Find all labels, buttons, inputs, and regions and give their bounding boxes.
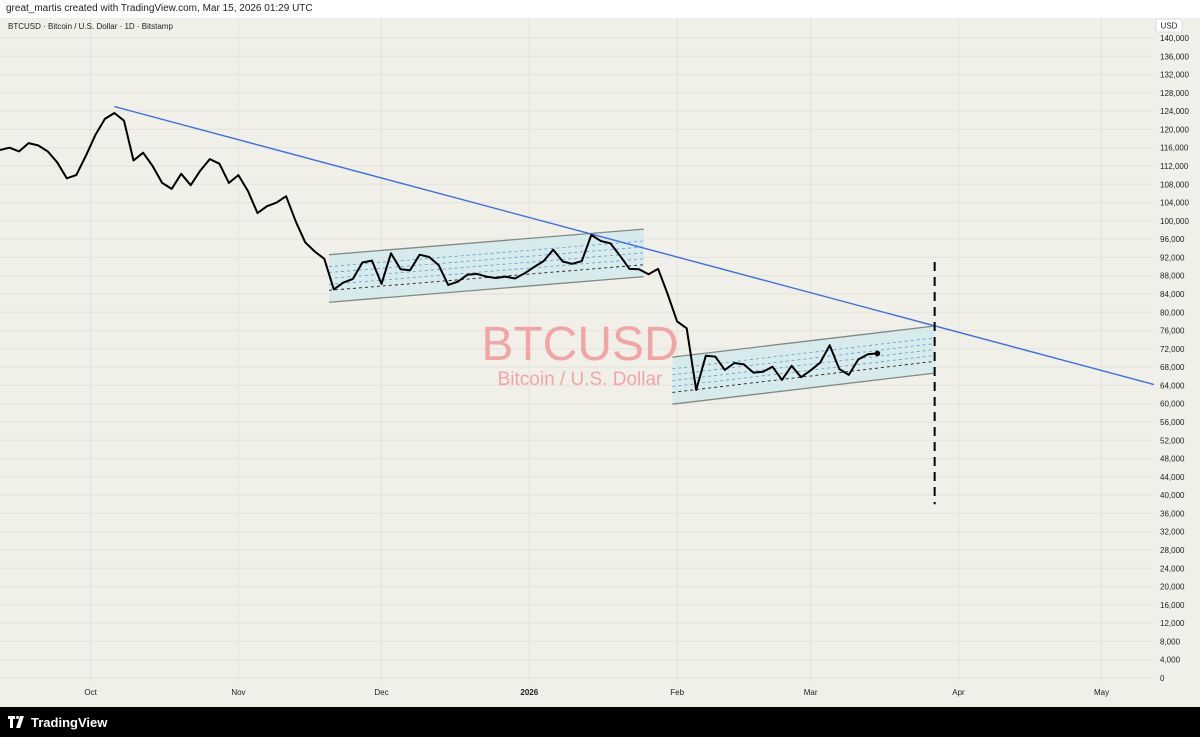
price-tick-label: 84,000: [1160, 290, 1185, 299]
price-tick-label: 116,000: [1160, 144, 1189, 153]
time-tick-label: Oct: [84, 688, 97, 697]
price-tick-label: 56,000: [1160, 418, 1185, 427]
price-tick-label: 8,000: [1160, 637, 1181, 646]
footer-bar: TradingView: [0, 707, 1200, 737]
channel-upper-line: [672, 325, 935, 358]
price-tick-label: 68,000: [1160, 363, 1185, 372]
channel-inner-line: [672, 337, 935, 370]
time-tick-label: Feb: [670, 688, 684, 697]
price-tick-label: 124,000: [1160, 107, 1189, 116]
trendline: [114, 105, 1155, 386]
price-tick-label: 132,000: [1160, 71, 1189, 80]
attribution-text: great_martis created with TradingView.co…: [6, 3, 313, 14]
price-tick-label: 60,000: [1160, 400, 1185, 409]
price-tick-label: 96,000: [1160, 235, 1185, 244]
price-tick-label: 64,000: [1160, 381, 1185, 390]
channel-inner-line: [672, 355, 935, 387]
parallel-channels: [328, 228, 935, 405]
price-tick-label: 24,000: [1160, 564, 1185, 573]
time-tick-label: Nov: [231, 688, 245, 697]
chart-title: BTCUSD · Bitcoin / U.S. Dollar · 1D · Bi…: [8, 22, 173, 31]
price-axis-background: [1154, 18, 1200, 707]
channel-inner-line: [672, 349, 935, 382]
time-tick-label: Apr: [952, 688, 965, 697]
channel-inner-line: [672, 343, 935, 376]
price-tick-label: 108,000: [1160, 180, 1189, 189]
price-tick-label: 72,000: [1160, 345, 1185, 354]
price-tick-label: 136,000: [1160, 52, 1189, 61]
price-axis[interactable]: 140,000 136,000 132,000 128,000 124,000 120,0…: [1160, 34, 1189, 683]
price-tick-label: 140,000: [1160, 34, 1189, 43]
price-tick-label: 44,000: [1160, 473, 1185, 482]
tradingview-logo-icon: [8, 716, 26, 728]
channel-inner-line: [329, 240, 644, 267]
tradingview-brand: TradingView: [31, 714, 108, 730]
price-tick-label: 4,000: [1160, 656, 1181, 665]
time-tick-label: Mar: [804, 688, 818, 697]
price-tick-label: 92,000: [1160, 253, 1185, 262]
channel-median-line: [672, 360, 935, 393]
price-tick-label: 36,000: [1160, 509, 1185, 518]
price-tick-label: 120,000: [1160, 125, 1189, 134]
price-tick-label: 112,000: [1160, 162, 1189, 171]
time-tick-label: 2026: [520, 688, 538, 697]
price-tick-label: 128,000: [1160, 89, 1189, 98]
channel-inner-line: [329, 252, 644, 279]
attribution-bar: great_martis created with TradingView.co…: [0, 0, 1200, 18]
watermark-name: Bitcoin / U.S. Dollar: [498, 369, 663, 390]
time-tick-label: Dec: [374, 688, 388, 697]
channel-inner-line: [329, 258, 644, 285]
price-tick-label: 52,000: [1160, 436, 1185, 445]
price-tick-label: 76,000: [1160, 327, 1185, 336]
price-tick-label: 88,000: [1160, 272, 1185, 281]
price-tick-label: 20,000: [1160, 583, 1185, 592]
time-axis[interactable]: Oct Nov Dec 2026 Feb Mar Apr May: [84, 688, 1109, 697]
symbol-watermark: BTCUSD Bitcoin / U.S. Dollar: [481, 318, 678, 390]
price-tick-label: 40,000: [1160, 491, 1185, 500]
price-tick-label: 32,000: [1160, 528, 1185, 537]
trendline-layer: [114, 105, 1155, 386]
price-tick-label: 80,000: [1160, 308, 1185, 317]
price-series: [0, 112, 881, 391]
currency-badge[interactable]: USD: [1155, 18, 1183, 33]
tradingview-logo[interactable]: TradingView: [8, 713, 107, 731]
price-tick-label: 48,000: [1160, 455, 1185, 464]
price-tick-label: 104,000: [1160, 199, 1189, 208]
channel-lower-line: [328, 275, 644, 303]
price-tick-label: 100,000: [1160, 217, 1189, 226]
currency-label: USD: [1161, 22, 1178, 31]
chart-area[interactable]: BTCUSD Bitcoin / U.S. Dollar 140,000 136,…: [0, 18, 1200, 707]
price-tick-label: 12,000: [1160, 619, 1185, 628]
price-tick-label: 0: [1160, 674, 1165, 683]
watermark-symbol: BTCUSD: [481, 318, 678, 371]
price-chart[interactable]: BTCUSD Bitcoin / U.S. Dollar 140,000 136,…: [0, 18, 1200, 707]
channel-inner-line: [329, 246, 644, 273]
time-tick-label: May: [1094, 688, 1109, 697]
channel-lower-line: [672, 372, 935, 405]
price-tick-label: 28,000: [1160, 546, 1185, 555]
last-price-dot: [874, 350, 881, 357]
price-tick-label: 16,000: [1160, 601, 1185, 610]
price-line: [0, 112, 878, 391]
